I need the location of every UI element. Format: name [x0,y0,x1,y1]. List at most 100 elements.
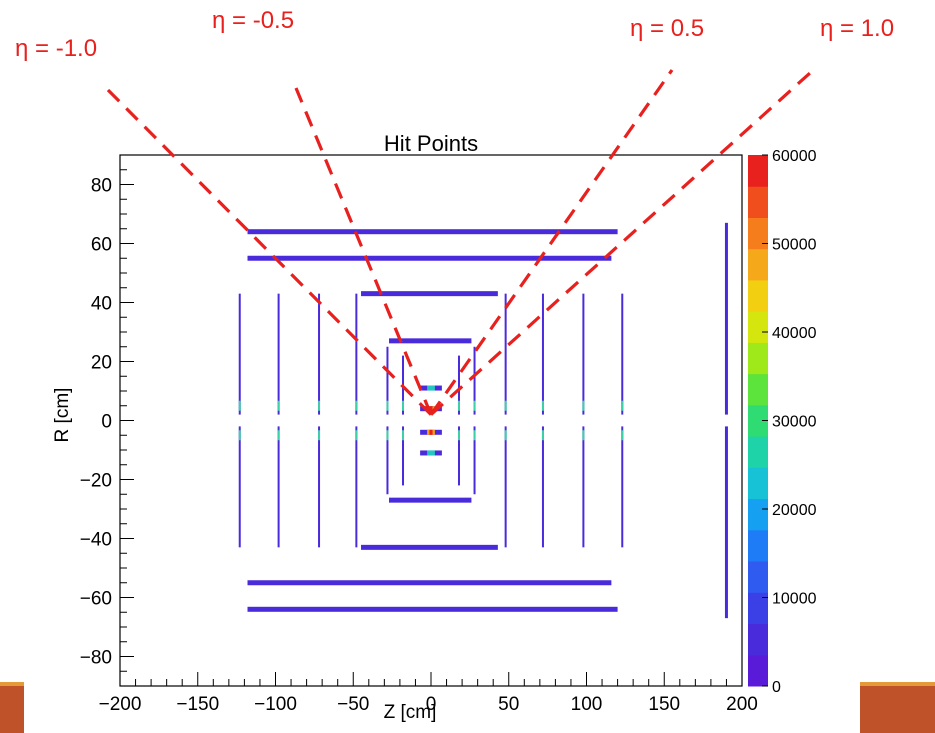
endcap-hotspot [457,400,460,411]
y-tick-label: 80 [91,176,112,197]
y-axis-title: R [cm] [52,388,73,443]
x-tick-label: −150 [176,694,219,715]
endcap-hotspot [238,400,241,411]
colorbar-segment [748,498,768,531]
colorbar-segment [748,404,768,437]
endcap-disk [355,426,358,548]
x-tick-label: −50 [337,694,369,715]
endcap-disk [621,426,624,548]
y-tick-label: −80 [80,648,112,669]
colorbar-tick-label: 0 [772,679,781,696]
endcap-disk [457,355,460,415]
footer-accent-right [860,682,935,733]
colorbar-segment [748,342,768,375]
barrel-hotspot [427,450,435,456]
y-tick-label: 60 [91,235,112,256]
endcap-hotspot [318,400,321,411]
barrel-hotspot-core [429,429,433,435]
eta-label-pos-1: η = 1.0 [820,15,894,42]
colorbar-segment [748,592,768,625]
barrel-layer [361,544,498,550]
endcap-disk [724,222,728,415]
colorbar-segment [748,311,768,343]
colorbar-tick-label: 40000 [772,325,817,342]
colorbar-segment [748,373,768,406]
y-tick-label: 20 [91,353,112,374]
colorbar-tick-label: 30000 [772,414,817,431]
y-tick-label: −40 [80,530,112,551]
x-tick-label: 50 [498,694,519,715]
colorbar-tick-label: 50000 [772,237,817,254]
eta-label-pos-05: η = 0.5 [630,15,704,42]
eta-label-neg-1: η = -1.0 [15,35,97,62]
plot-frame [119,154,743,687]
endcap-disk [386,346,389,415]
barrel-layer [389,338,472,344]
endcap-disk [541,293,544,415]
eta-label-neg-05: η = -0.5 [212,7,294,34]
endcap-hotspot [473,430,476,441]
endcap-hotspot [355,430,358,441]
endcap-hotspot [402,430,405,441]
endcap-disk [724,426,728,619]
barrel-layer [247,255,612,261]
y-tick-label: −20 [80,471,112,492]
colorbar-segment [748,186,768,218]
endcap-disk [473,426,476,495]
endcap-hotspot [277,430,280,441]
x-axis-title: Z [cm] [384,702,437,723]
colorbar-segment [748,279,768,312]
footer-accent-left [0,682,24,733]
endcap-disk [582,293,585,415]
endcap-hotspot [238,430,241,441]
y-tick-label: 40 [91,294,112,315]
chart-title: Hit Points [384,131,478,156]
endcap-disk [318,293,321,415]
eta-lines [106,69,812,416]
endcap-disk [504,426,507,548]
endcap-disk [541,426,544,548]
endcap-hotspot [386,400,389,411]
endcap-disk [402,426,405,486]
barrel-layer [247,580,612,586]
colorbar-tick-label: 60000 [772,148,817,165]
eta-line [429,69,674,416]
endcap-disk [457,426,460,486]
y-tick-label: −60 [80,589,112,610]
colorbar-segment [748,217,768,250]
endcap-hotspot [621,430,624,441]
endcap-hotspot [402,400,405,411]
x-tick-label: 200 [726,694,758,715]
detector-layers [238,222,728,619]
endcap-hotspot [541,400,544,411]
barrel-layer [247,229,618,235]
endcap-disk [504,293,507,415]
endcap-disk [386,426,389,495]
barrel-hotspot-core [429,406,433,412]
endcap-disk [582,426,585,548]
endcap-hotspot [504,430,507,441]
endcap-disk [318,426,321,548]
endcap-hotspot [621,400,624,411]
colorbar-tick-label: 10000 [772,591,817,608]
axes: −200 −150 −100 −50 0 50 100 150 200−80−60−40−200… [80,154,758,715]
endcap-hotspot [541,430,544,441]
colorbar-segment [748,155,768,187]
colorbar-segment [748,623,768,656]
endcap-hotspot [355,400,358,411]
endcap-disk [355,293,358,415]
endcap-disk [277,293,280,415]
barrel-hotspot [427,385,435,391]
y-tick-label: 0 [101,412,112,433]
footer-stripe-left [0,682,24,686]
eta-line [429,71,812,416]
colorbar-segment [748,436,768,468]
eta-line [294,87,433,416]
barrel-layer [247,606,618,612]
x-tick-label: −100 [254,694,297,715]
endcap-hotspot [277,400,280,411]
x-tick-label: 150 [648,694,680,715]
endcap-disk [473,346,476,415]
